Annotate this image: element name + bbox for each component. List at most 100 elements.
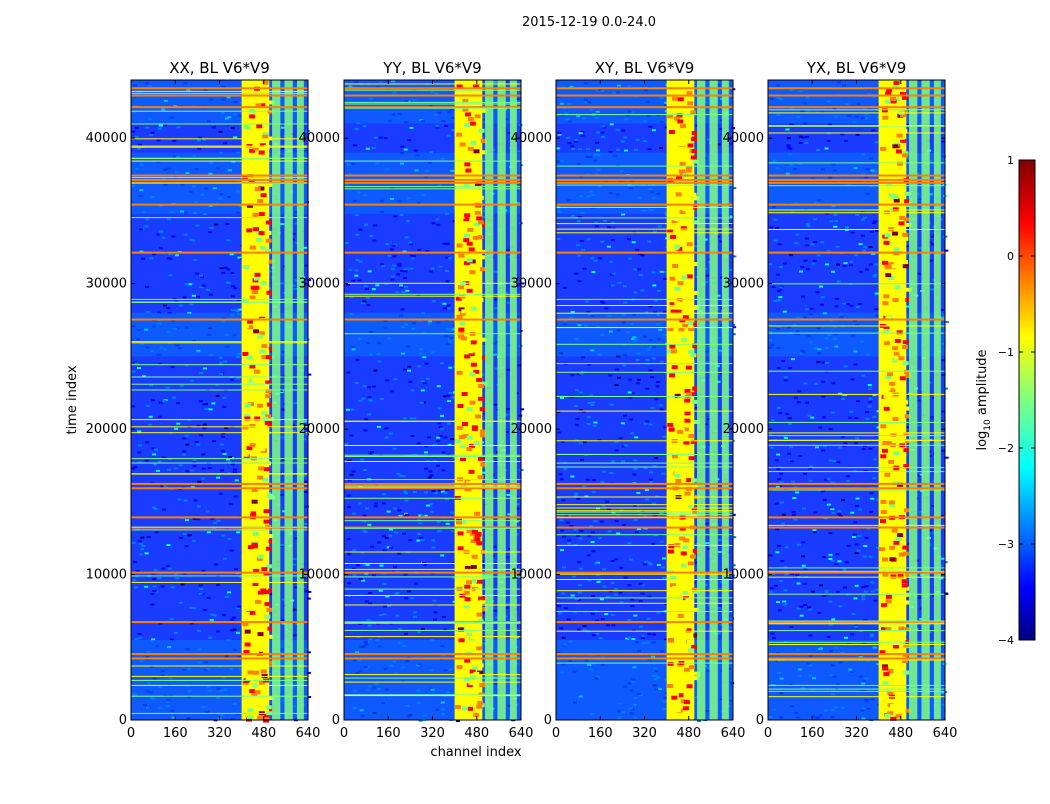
heatmap-cell [728,105,733,108]
heatmap-cell [191,185,196,188]
heatmap-cell [236,531,241,534]
heatmap-cell [233,468,237,471]
heatmap-cell [633,697,638,700]
heatmap-cell [505,408,510,410]
heatmap-cell [566,542,571,545]
band-cell [249,295,256,300]
heatmap-cell [850,670,855,673]
heatmap-cell [231,309,236,311]
heatmap-cell [400,680,405,683]
heatmap-cell [645,420,650,423]
heatmap-cell [203,89,208,92]
heatmap-cell [790,573,795,576]
band-cell [474,222,480,227]
heatmap-cell [585,155,590,158]
heatmap-cell [131,325,136,328]
heatmap-cell [846,480,851,482]
heatmap-cell [589,190,594,193]
heatmap-cell [601,663,605,666]
heatmap-cell [917,424,921,427]
heatmap-cell [559,160,564,163]
band-cell [268,539,275,544]
heatmap-cell [445,328,450,331]
heatmap-cell [351,345,356,348]
band-cell [690,478,697,483]
heatmap-cell [167,646,171,649]
heatmap-cell [870,698,875,701]
bright-time-row [131,318,308,321]
panel-0: XX, BL V6*V90 160 320 480 640010000200003000… [86,59,321,741]
heatmap-cell [825,263,829,266]
band-cell [894,338,901,343]
heatmap-cell [797,674,802,677]
band-cell [252,212,259,217]
heatmap-cell [643,467,648,469]
heatmap-cell [160,674,165,677]
band-cell [255,103,262,108]
heatmap-cell [189,379,194,382]
heatmap-cell [663,311,668,314]
heatmap-cell [445,270,449,272]
heatmap-cell [717,551,722,553]
band-cell [892,346,899,351]
heatmap-cell [838,661,843,664]
heatmap-cell [941,374,946,376]
heatmap-cell [817,611,822,614]
heatmap-cell [349,473,354,476]
heatmap-cell [863,545,868,547]
heatmap-cell [633,716,638,719]
band-cell [674,88,681,93]
band-cell [247,670,254,675]
heatmap-cell [414,582,419,585]
heatmap-cell [303,480,308,483]
heatmap-cell [833,213,838,216]
heatmap-cell [362,563,367,566]
band-cell [466,632,473,637]
heatmap-cell [416,664,421,667]
heatmap-cell [631,638,636,641]
heatmap-cell [384,536,389,539]
heatmap-cell [618,702,623,705]
heatmap-cell [728,269,733,271]
heatmap-cell [577,148,582,151]
heatmap-cell [905,305,910,308]
heatmap-cell [791,480,796,483]
band-cell [469,377,476,382]
heatmap-cell [730,617,735,620]
heatmap-cell [292,608,297,611]
heatmap-cell [590,531,595,534]
band-cell [463,183,470,188]
time-row [344,333,521,335]
heatmap-cell [844,103,849,106]
heatmap-cell [615,193,620,196]
band-cell [668,544,675,549]
heatmap-cell [206,685,211,688]
band-cell [893,247,900,252]
heatmap-cell [834,297,839,300]
heatmap-cell [406,715,411,718]
time-row [768,229,945,230]
heatmap-cell [167,311,172,314]
heatmap-cell [404,323,408,326]
heatmap-cell [807,606,812,609]
heatmap-cell [574,405,579,407]
heatmap-cell [433,618,437,621]
heatmap-cell [145,126,150,129]
band-cell [674,470,681,475]
heatmap-cell [390,278,395,281]
heatmap-cell [398,514,403,517]
heatmap-cell [228,503,233,505]
heatmap-cell [422,561,427,564]
colorbar-label: log10 amplitude [975,349,993,450]
heatmap-cell [350,408,355,411]
band-cell [884,472,891,477]
heatmap-cell [441,654,446,657]
heatmap-cell [867,384,872,386]
heatmap-cell [562,535,567,538]
heatmap-cell [707,604,712,607]
heatmap-cell [494,479,499,482]
heatmap-cell [238,667,243,670]
heatmap-cell [492,545,497,548]
heatmap-cell [151,325,156,328]
heatmap-cell [514,636,519,639]
